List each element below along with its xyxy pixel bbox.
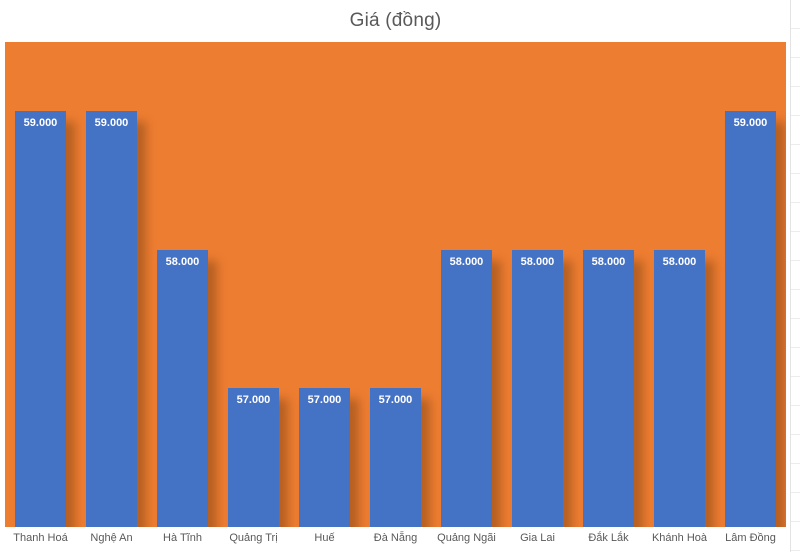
bar-slot: 58.000 bbox=[644, 42, 715, 527]
bar-slot: 59.000 bbox=[76, 42, 147, 527]
bar[interactable]: 59.000 bbox=[14, 111, 67, 527]
chart-title: Giá (đồng) bbox=[349, 10, 442, 31]
x-axis-label: Khánh Hoà bbox=[651, 532, 708, 544]
chart-title-row: Giá (đồng) bbox=[5, 0, 786, 42]
bar-slot: 58.000 bbox=[431, 42, 502, 527]
x-axis-label: Nghệ An bbox=[90, 532, 133, 544]
bar-slot: 59.000 bbox=[5, 42, 76, 527]
bar-slot: 59.000 bbox=[715, 42, 786, 527]
bar-slot: 57.000 bbox=[218, 42, 289, 527]
bar[interactable]: 58.000 bbox=[511, 249, 564, 527]
bar[interactable]: 58.000 bbox=[156, 249, 209, 527]
bar-slot: 58.000 bbox=[502, 42, 573, 527]
bar-value-label: 58.000 bbox=[591, 255, 626, 268]
bar-value-label: 59.000 bbox=[23, 117, 58, 130]
x-axis-label: Đà Nẵng bbox=[373, 532, 418, 544]
x-axis-label: Quảng Ngãi bbox=[437, 532, 496, 544]
bar-value-label: 58.000 bbox=[165, 255, 200, 268]
x-axis-label: Thanh Hoá bbox=[13, 532, 68, 544]
bar-value-label: 57.000 bbox=[307, 394, 342, 407]
bar-slot: 57.000 bbox=[360, 42, 431, 527]
plot-area: 59.000 59.000 58.000 57.000 57.000 57.000 58.0… bbox=[5, 42, 786, 527]
bar[interactable]: 58.000 bbox=[582, 249, 635, 527]
bar[interactable]: 57.000 bbox=[298, 388, 351, 527]
bar[interactable]: 58.000 bbox=[653, 249, 706, 527]
bar-value-label: 58.000 bbox=[662, 255, 697, 268]
bar[interactable]: 57.000 bbox=[369, 388, 422, 527]
x-axis-label: Hà Tĩnh bbox=[163, 532, 202, 544]
spreadsheet-gridlines bbox=[790, 0, 800, 552]
bar-value-label: 57.000 bbox=[236, 394, 271, 407]
bar-value-label: 58.000 bbox=[449, 255, 484, 268]
x-axis-label: Đắk Lắk bbox=[588, 532, 629, 544]
bar-value-label: 59.000 bbox=[94, 117, 129, 130]
bar-slot: 58.000 bbox=[573, 42, 644, 527]
bar[interactable]: 59.000 bbox=[724, 111, 777, 527]
bar-slot: 58.000 bbox=[147, 42, 218, 527]
bar-slot: 57.000 bbox=[289, 42, 360, 527]
x-axis-label: Huế bbox=[314, 532, 335, 544]
bar[interactable]: 58.000 bbox=[440, 249, 493, 527]
bar[interactable]: 59.000 bbox=[85, 111, 138, 527]
x-axis-label: Gia Lai bbox=[520, 532, 555, 544]
x-axis: Thanh Hoá Nghệ An Hà Tĩnh Quảng Trị Huế Đà Nẵ… bbox=[5, 527, 786, 552]
x-axis-label: Quảng Trị bbox=[229, 532, 278, 544]
bar-value-label: 57.000 bbox=[378, 394, 413, 407]
x-axis-label: Lâm Đồng bbox=[725, 532, 776, 544]
bar[interactable]: 57.000 bbox=[227, 388, 280, 527]
bar-value-label: 59.000 bbox=[733, 117, 768, 130]
bar-value-label: 58.000 bbox=[520, 255, 555, 268]
